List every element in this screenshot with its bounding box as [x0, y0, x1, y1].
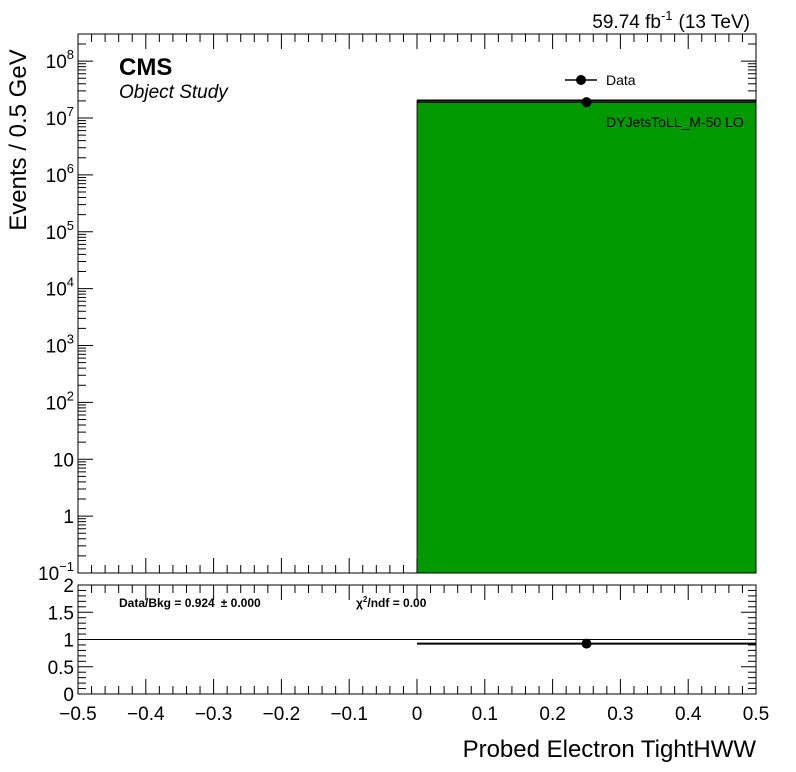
ratio-y-tick-label: 2	[63, 576, 74, 597]
legend-label: Data	[606, 72, 636, 88]
x-tick-label: 0.5	[743, 704, 769, 725]
x-tick-label: −0.1	[330, 704, 368, 725]
ratio-y-tick-label: 1	[63, 631, 74, 652]
background-histogram-bar	[417, 100, 756, 574]
ratio-panel: 0 0.5 1 1.5 2 −0.5 −0.4 −0.3 −0.2 −0.1 0 0.1 0.2 0.3 0…	[48, 576, 770, 763]
object-study-label: Object Study	[119, 82, 229, 103]
luminosity-label: 59.74 fb-1 (13 TeV)	[592, 8, 750, 33]
main-chart-marks	[416, 97, 756, 574]
x-tick-label: −0.4	[127, 704, 165, 725]
ratio-frame	[77, 584, 757, 695]
x-tick-label: −0.5	[59, 704, 97, 725]
y-tick-label: 105	[46, 218, 74, 244]
y-tick-label: 102	[46, 388, 74, 414]
legend-data-marker	[576, 75, 586, 85]
x-tick-label: 0.1	[472, 704, 498, 725]
y-tick-label: 107	[46, 104, 74, 130]
chi2-text: χ2/ndf = 0.00	[356, 595, 427, 610]
main-panel: 10−1 1 10 102 103 104 105 106 107 108 Events / 0.…	[5, 33, 757, 585]
ratio-y-tick-label: 0.5	[48, 658, 74, 679]
y-tick-label: 1	[63, 507, 74, 528]
ratio-point	[581, 638, 592, 649]
y-tick-label: 108	[46, 47, 74, 73]
legend: Data DYJetsToLL_M-50 LO	[565, 72, 744, 130]
main-y-axis-label: Events / 0.5 GeV	[5, 49, 32, 230]
legend-label: DYJetsToLL_M-50 LO	[606, 114, 744, 130]
data-point	[581, 97, 592, 108]
ratio-chart-marks	[78, 638, 756, 649]
x-axis-label: Probed Electron TightHWW	[463, 736, 757, 763]
ratio-text: Data/Bkg = 0.924 ± 0.000	[119, 596, 261, 610]
x-tick-label: 0.2	[539, 704, 565, 725]
main-frame	[77, 33, 757, 574]
cms-label: CMS	[119, 54, 172, 81]
x-tick-label: 0.3	[607, 704, 633, 725]
ratio-y-tick-label: 0	[63, 685, 74, 706]
header: 59.74 fb-1 (13 TeV)	[592, 8, 750, 33]
x-tick-label: 0.4	[675, 704, 702, 725]
y-tick-label: 10−1	[38, 559, 74, 585]
x-tick-label: −0.3	[195, 704, 233, 725]
x-tick-label: 0	[412, 704, 423, 725]
ratio-axis-ticks: 0 0.5 1 1.5 2 −0.5 −0.4 −0.3 −0.2 −0.1 0 0.1 0.2 0.3 0…	[48, 576, 770, 725]
y-tick-label: 10	[53, 450, 74, 471]
y-tick-label: 104	[46, 275, 74, 301]
y-tick-label: 103	[46, 332, 74, 358]
x-tick-label: −0.2	[263, 704, 301, 725]
y-tick-label: 106	[46, 161, 74, 187]
ratio-y-tick-label: 1.5	[48, 603, 74, 624]
